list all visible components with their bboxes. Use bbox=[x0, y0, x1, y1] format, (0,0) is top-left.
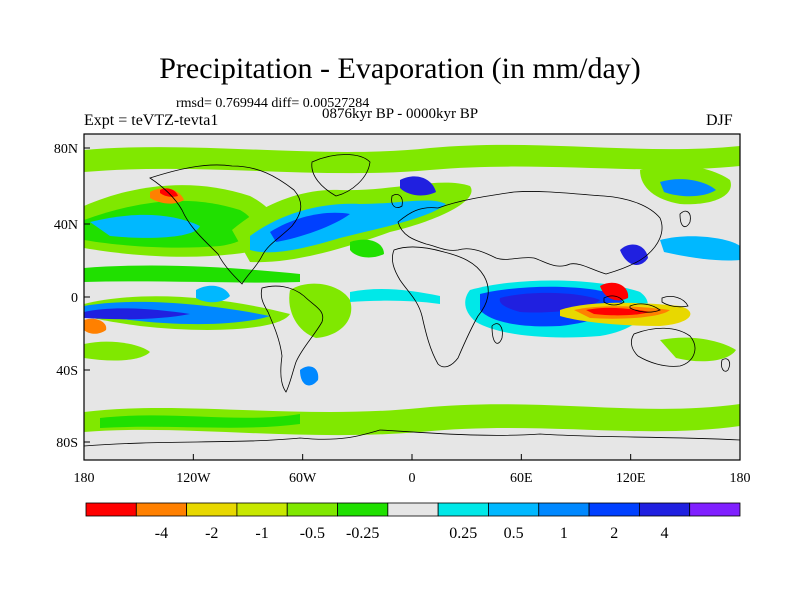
colorbar-label: -0.25 bbox=[346, 525, 379, 542]
colorbar-label: -2 bbox=[205, 525, 218, 542]
colorbar-swatch bbox=[286, 502, 338, 517]
colorbar-swatch bbox=[437, 502, 489, 517]
colorbar-swatch bbox=[588, 502, 640, 517]
lat-tick-label: 80S bbox=[56, 436, 78, 451]
lat-tick-label: 40S bbox=[56, 364, 78, 379]
map-title: Precipitation - Evaporation (in mm/day) bbox=[159, 52, 641, 85]
axis-ticks: 80N 40N 0 40S 80S 180 120W 60W 0 60E 120E 180 bbox=[54, 142, 751, 486]
lon-tick-label: 180 bbox=[730, 471, 751, 486]
colorbar-swatch bbox=[387, 502, 439, 517]
period-label: 0876kyr BP - 0000kyr BP bbox=[322, 106, 479, 122]
colorbar: -4 -2 -1 -0.5 -0.25 0.25 0.5 1 2 4 bbox=[85, 502, 741, 542]
colorbar-swatch bbox=[135, 502, 188, 517]
coastlines bbox=[84, 154, 740, 447]
colorbar-label: -1 bbox=[255, 525, 268, 542]
lon-tick-label: 0 bbox=[409, 471, 416, 486]
statistics-text: rmsd= 0.769944 diff= 0.00527284 bbox=[176, 96, 370, 111]
lon-tick-label: 120E bbox=[616, 471, 646, 486]
colorbar-swatch bbox=[538, 502, 590, 517]
lat-tick-label: 0 bbox=[71, 291, 78, 306]
colorbar-swatch bbox=[186, 502, 238, 517]
lon-tick-label: 60E bbox=[510, 471, 533, 486]
lon-tick-label: 180 bbox=[74, 471, 95, 486]
colorbar-swatch bbox=[337, 502, 389, 517]
colorbar-label: 0.25 bbox=[449, 525, 477, 542]
colorbar-swatch bbox=[638, 502, 691, 517]
colorbar-label: 0.5 bbox=[504, 525, 524, 542]
lat-tick-label: 80N bbox=[54, 142, 78, 157]
colorbar-label: 2 bbox=[610, 525, 618, 542]
lon-tick-label: 60W bbox=[289, 471, 317, 486]
lat-tick-label: 40N bbox=[54, 218, 78, 233]
colorbar-label: -4 bbox=[155, 525, 168, 542]
colorbar-label: 4 bbox=[661, 525, 669, 542]
colorbar-swatch bbox=[689, 502, 741, 517]
colorbar-swatch bbox=[236, 502, 288, 517]
colorbar-label: -0.5 bbox=[300, 525, 325, 542]
colorbar-swatch bbox=[85, 502, 137, 517]
season-label: DJF bbox=[706, 112, 733, 129]
precip-evap-field bbox=[84, 134, 740, 460]
lon-tick-label: 120W bbox=[176, 471, 211, 486]
experiment-label: Expt = teVTZ-tevta1 bbox=[84, 112, 219, 129]
colorbar-swatch bbox=[488, 502, 540, 517]
colorbar-label: 1 bbox=[560, 525, 568, 542]
